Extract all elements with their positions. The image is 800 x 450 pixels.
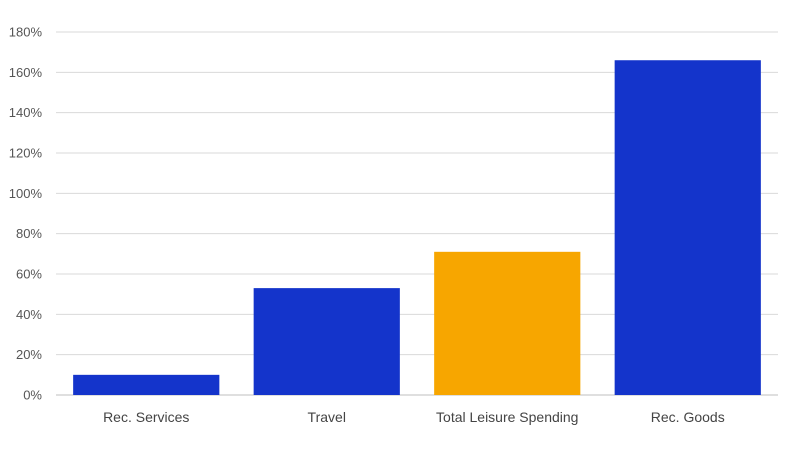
x-category-label: Travel bbox=[308, 409, 346, 425]
y-tick-label: 140% bbox=[9, 105, 43, 120]
bar-travel bbox=[253, 288, 400, 395]
y-tick-label: 0% bbox=[23, 388, 42, 403]
gridlines bbox=[56, 31, 778, 396]
y-tick-label: 60% bbox=[16, 267, 42, 282]
x-category-label: Rec. Goods bbox=[651, 409, 725, 425]
y-tick-label: 80% bbox=[16, 226, 42, 241]
bar-rec-services bbox=[73, 374, 220, 395]
y-tick-label: 100% bbox=[9, 186, 43, 201]
y-tick-label: 20% bbox=[16, 347, 42, 362]
x-category-label: Total Leisure Spending bbox=[436, 409, 578, 425]
y-tick-label: 160% bbox=[9, 65, 43, 80]
bar-total-leisure-spending bbox=[434, 251, 581, 395]
bars bbox=[73, 60, 761, 395]
x-category-label: Rec. Services bbox=[103, 409, 189, 425]
y-axis-tick-labels: 0% 20% 40% 60% 80% 100% 120% 140% 160% 180% bbox=[9, 25, 43, 403]
y-tick-label: 120% bbox=[9, 146, 43, 161]
y-tick-label: 40% bbox=[16, 307, 42, 322]
x-axis-category-labels: Rec. Services Travel Total Leisure Spendin… bbox=[103, 409, 725, 425]
y-tick-label: 180% bbox=[9, 25, 43, 40]
bar-rec-goods bbox=[614, 60, 761, 395]
